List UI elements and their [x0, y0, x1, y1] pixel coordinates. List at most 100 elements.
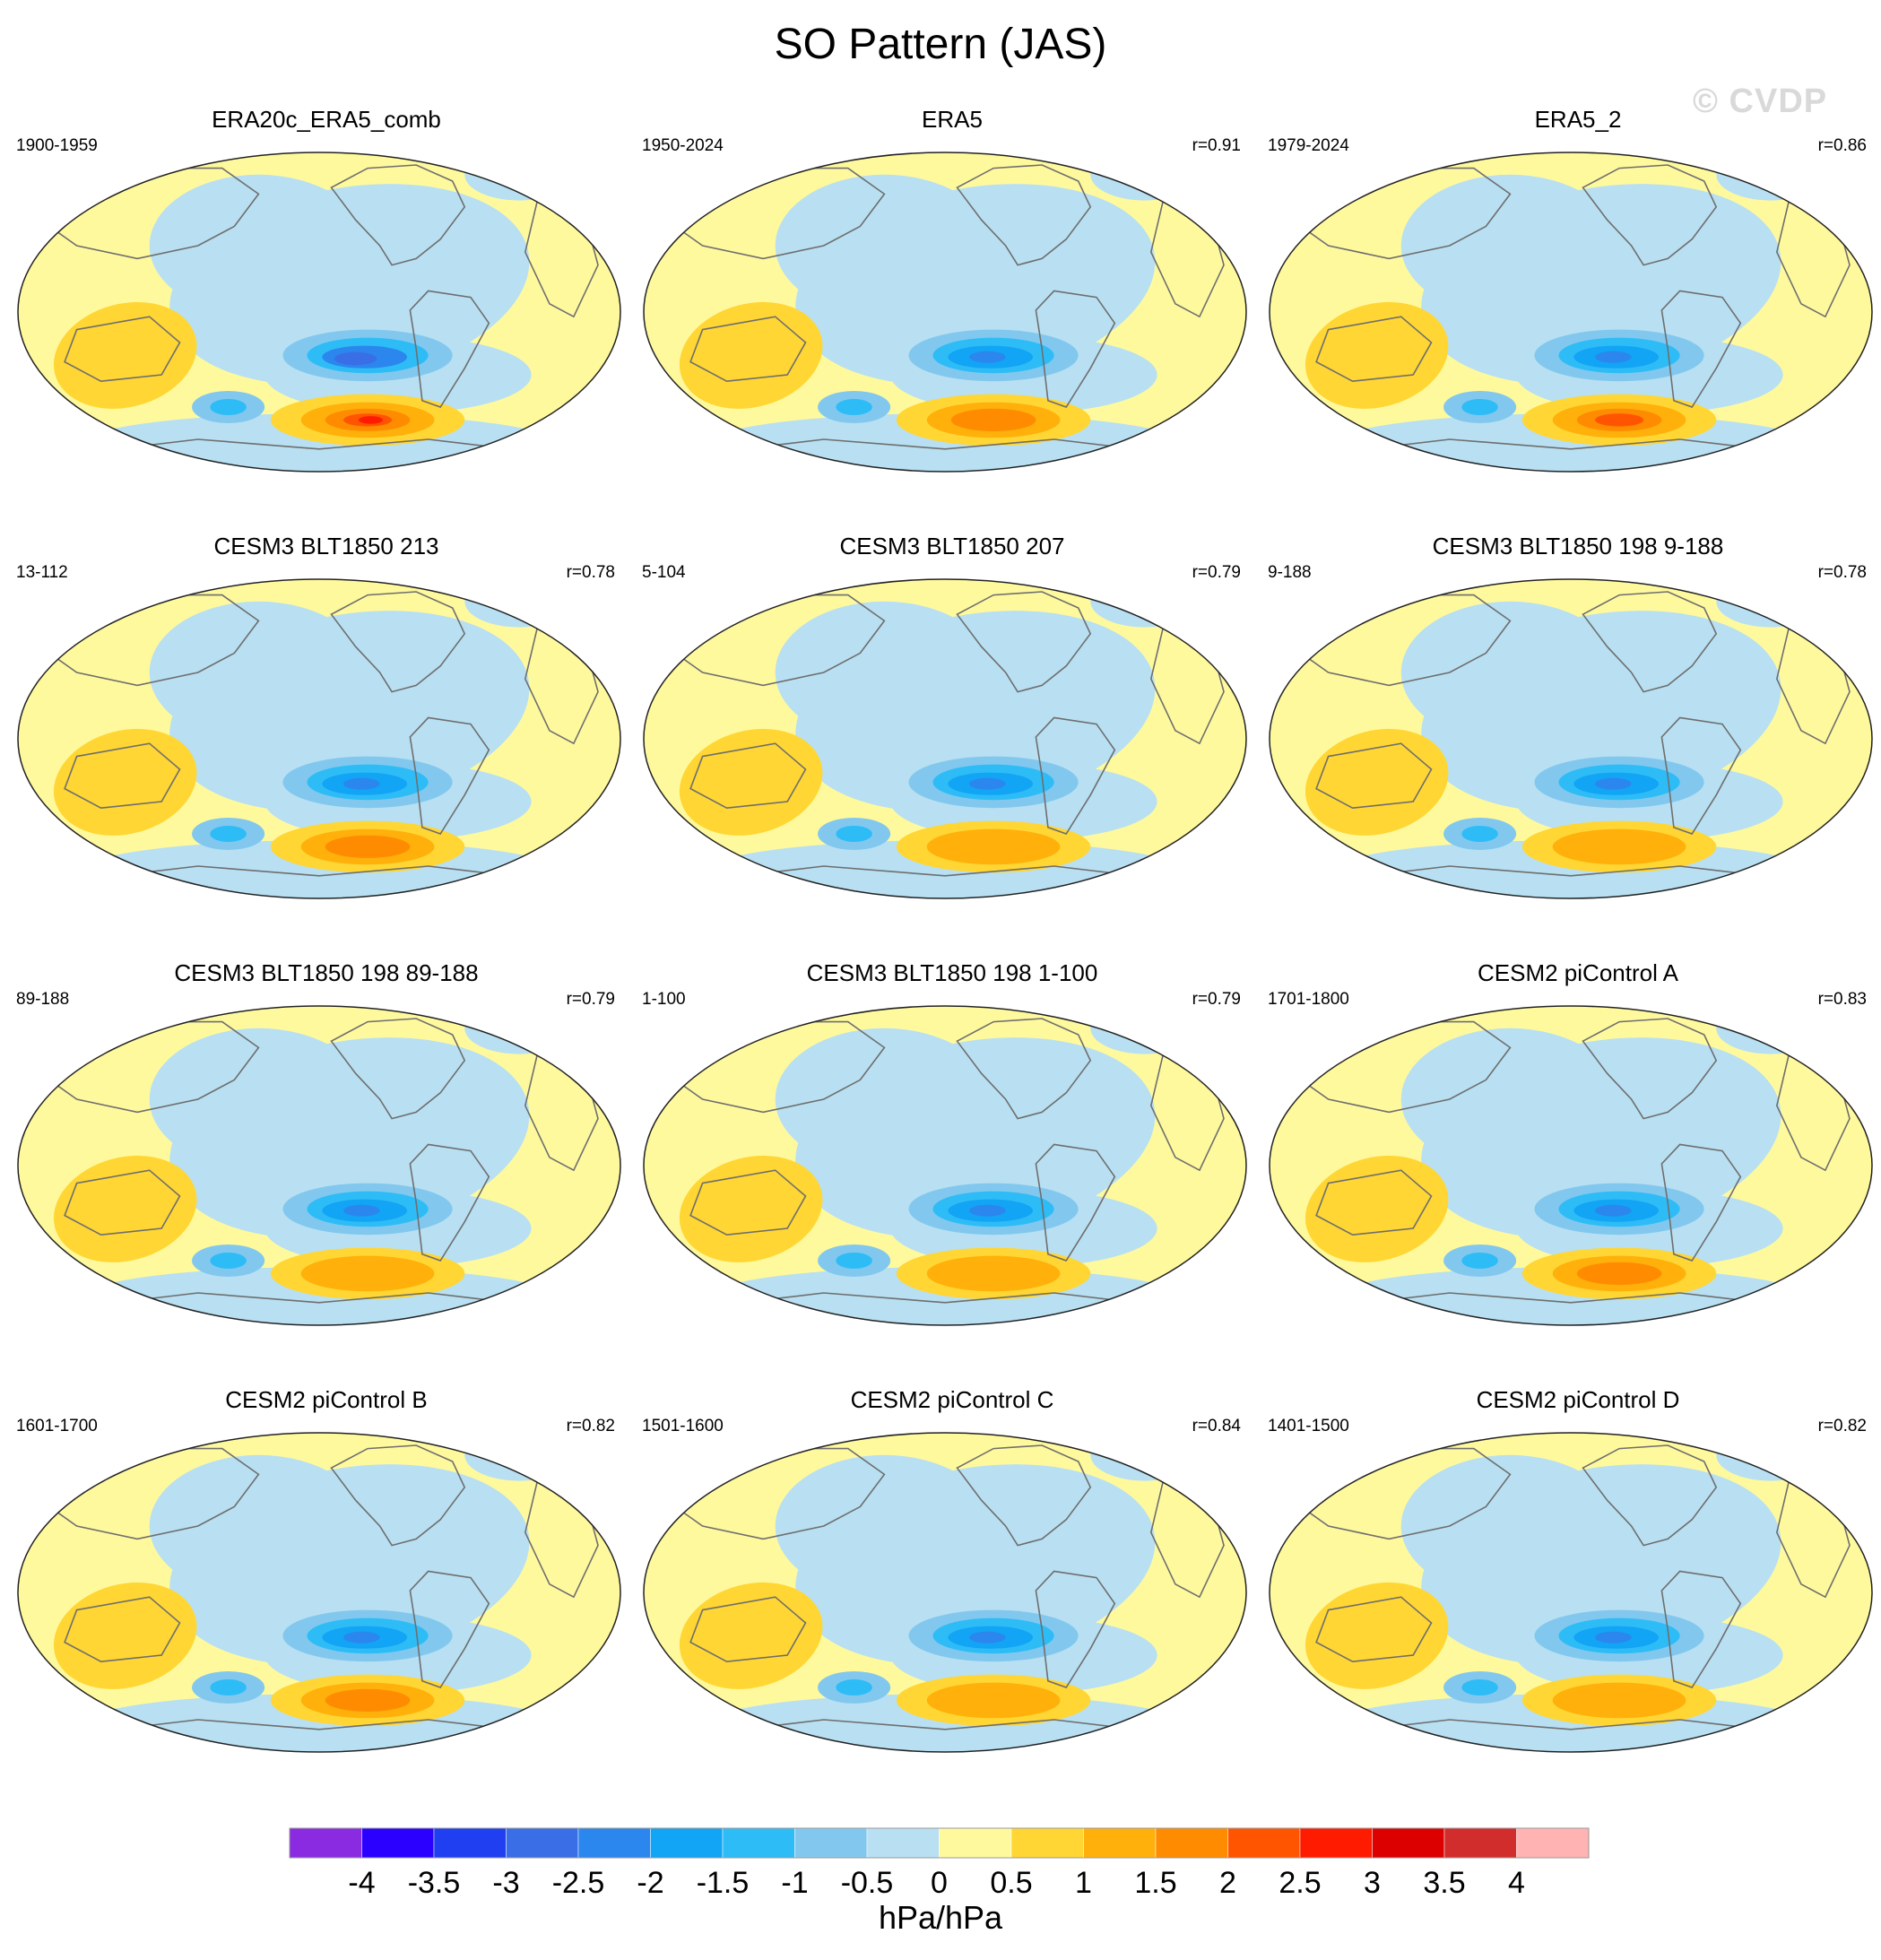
panel-correlation: r=0.91 — [1192, 136, 1241, 155]
map-panel: CESM3 BLT1850 198 89-188 89-188 r=0.79 — [13, 959, 640, 1372]
map-border — [643, 152, 1247, 473]
colorbar-tick-label: -1.5 — [697, 1866, 750, 1899]
negative-core — [1595, 1631, 1632, 1643]
panel-years: 1701-1800 — [1268, 990, 1349, 1009]
map-plot — [17, 578, 621, 899]
panel-correlation: r=0.79 — [566, 990, 615, 1009]
coastline — [715, 1719, 1164, 1734]
positive-region — [53, 728, 197, 836]
negative-region — [1461, 1253, 1498, 1269]
coastline — [1340, 438, 1790, 454]
negative-region — [1461, 826, 1498, 842]
colorbar-swatch — [506, 1827, 579, 1859]
coastline — [1660, 1143, 1742, 1262]
coastline — [1315, 1596, 1433, 1663]
positive-region — [1552, 828, 1686, 865]
colorbar-tick-label: 1 — [1075, 1866, 1092, 1899]
colorbar-tick-label: -2.5 — [552, 1866, 605, 1899]
negative-region — [210, 399, 247, 415]
map-panel: CESM3 BLT1850 213 13-112 r=0.78 — [13, 533, 640, 945]
negative-region — [836, 1253, 872, 1269]
coastline — [956, 164, 1092, 266]
positive-core — [950, 408, 1036, 431]
colorbar-swatch — [1010, 1827, 1084, 1859]
positive-region — [53, 1155, 197, 1262]
colorbar-tick-label: -0.5 — [841, 1866, 894, 1899]
coastline — [64, 742, 181, 810]
colorbar-tick-label: 1.5 — [1134, 1866, 1176, 1899]
map-plot — [643, 1432, 1247, 1753]
coastline — [956, 591, 1092, 693]
panel-years: 1-100 — [642, 990, 686, 1009]
negative-region — [1400, 174, 1620, 317]
coastline — [64, 1169, 181, 1236]
panel-years: 1601-1700 — [16, 1417, 98, 1435]
panel-correlation: r=0.86 — [1817, 136, 1867, 155]
negative-region — [149, 1454, 368, 1598]
coastline — [89, 865, 538, 880]
colorbar-swatch — [1083, 1827, 1157, 1859]
positive-region — [1305, 1155, 1449, 1262]
panel-years: 13-112 — [16, 563, 68, 582]
positive-core — [358, 416, 383, 424]
negative-core — [1595, 351, 1632, 363]
positive-region — [1305, 1582, 1449, 1689]
coastline — [409, 290, 490, 408]
coastline — [1315, 1169, 1433, 1236]
map-border — [1269, 578, 1873, 899]
coastline — [64, 1596, 181, 1663]
negative-core — [969, 777, 1006, 790]
colorbar-swatch — [1155, 1827, 1228, 1859]
map-panel: ERA5 1950-2024 r=0.91 — [638, 106, 1266, 518]
panel-years: 1979-2024 — [1268, 136, 1349, 155]
coastline — [715, 865, 1164, 880]
coastline — [689, 1169, 807, 1236]
negative-core — [343, 1631, 380, 1643]
coastline — [409, 1143, 490, 1262]
colorbar-swatch — [1372, 1827, 1445, 1859]
coastline — [1035, 716, 1116, 835]
negative-region — [775, 174, 994, 317]
positive-region — [53, 301, 197, 409]
colorbar-swatch — [1516, 1827, 1590, 1859]
negative-region — [149, 601, 368, 744]
colorbar-swatch — [1299, 1827, 1373, 1859]
panel-years: 9-188 — [1268, 563, 1312, 582]
panel-correlation: r=0.78 — [1817, 563, 1867, 582]
colorbar-tick-label: -4 — [348, 1866, 375, 1899]
coastline — [1035, 1570, 1116, 1688]
map-plot — [643, 1005, 1247, 1326]
negative-region — [836, 1679, 872, 1695]
map-border — [1269, 1005, 1873, 1326]
coastline — [956, 1018, 1092, 1120]
colorbar-tick-label: 0 — [931, 1866, 948, 1899]
coastline — [409, 716, 490, 835]
panel-correlation: r=0.79 — [1192, 990, 1241, 1009]
coastline — [1582, 591, 1718, 693]
panel-years: 1900-1959 — [16, 136, 98, 155]
main-title: SO Pattern (JAS) — [774, 21, 1107, 68]
negative-region — [775, 601, 994, 744]
positive-core — [1576, 1262, 1662, 1285]
coastline — [1582, 1018, 1718, 1120]
map-panel: CESM2 piControl A 1701-1800 r=0.83 — [1264, 959, 1881, 1372]
map-plot — [17, 152, 621, 473]
map-border — [643, 1005, 1247, 1326]
coastline — [1315, 316, 1433, 383]
panel-years: 1950-2024 — [642, 136, 724, 155]
map-border — [17, 1005, 621, 1326]
panel-title: CESM3 BLT1850 198 1-100 — [806, 959, 1098, 986]
panel-correlation: r=0.78 — [566, 563, 615, 582]
coastline — [1340, 1719, 1790, 1734]
negative-region — [1400, 1028, 1620, 1171]
map-border — [17, 152, 621, 473]
map-border — [643, 578, 1247, 899]
panel-title: CESM2 piControl D — [1476, 1386, 1680, 1413]
panel-title: CESM3 BLT1850 207 — [839, 533, 1065, 559]
positive-region — [53, 1582, 197, 1689]
negative-region — [836, 826, 872, 842]
coastline — [715, 1292, 1164, 1307]
map-plot — [1269, 578, 1873, 899]
coastline — [1315, 742, 1433, 810]
positive-region — [926, 1255, 1061, 1292]
